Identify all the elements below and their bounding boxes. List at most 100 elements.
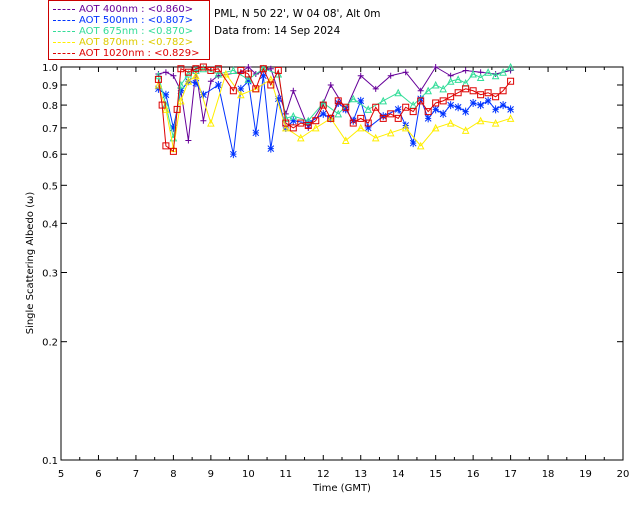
data-point xyxy=(267,144,275,153)
data-point xyxy=(372,103,380,111)
legend-swatch-400 xyxy=(53,8,75,10)
data-point xyxy=(267,65,274,72)
data-point xyxy=(364,119,372,127)
data-point xyxy=(394,88,403,97)
series-line xyxy=(157,72,511,149)
data-point xyxy=(462,107,469,116)
legend-item-400: AOT 400nm : <0.860> xyxy=(53,4,193,16)
data-point xyxy=(199,64,208,73)
data-point xyxy=(229,66,238,74)
data-point xyxy=(192,71,200,80)
y-tick-label: 0.1 xyxy=(42,456,58,467)
data-point xyxy=(304,121,312,129)
data-point xyxy=(394,105,402,114)
x-tick-label: 9 xyxy=(208,469,214,480)
data-point xyxy=(237,66,245,74)
data-point xyxy=(319,101,327,109)
data-point xyxy=(446,118,455,127)
series-line xyxy=(157,66,511,153)
data-point xyxy=(214,69,223,78)
data-point xyxy=(447,93,455,101)
data-point xyxy=(274,94,282,103)
data-point xyxy=(173,105,181,113)
data-point xyxy=(170,123,177,132)
data-point xyxy=(364,123,372,132)
data-point xyxy=(379,114,387,122)
data-point xyxy=(454,103,462,112)
series-aot-870nm xyxy=(154,69,515,153)
data-point xyxy=(409,108,417,116)
legend-item-675: AOT 675nm : <0.870> xyxy=(53,26,193,38)
data-point xyxy=(342,103,350,111)
data-point xyxy=(304,119,312,128)
series-aot-400nm xyxy=(155,64,514,144)
data-point xyxy=(192,65,200,73)
data-point xyxy=(244,77,252,86)
x-tick-label: 6 xyxy=(95,469,101,480)
data-point xyxy=(462,67,469,74)
data-point xyxy=(162,105,170,113)
data-point xyxy=(312,117,320,125)
data-point xyxy=(499,101,507,110)
data-point xyxy=(214,65,222,73)
data-point xyxy=(386,128,395,137)
data-point xyxy=(154,75,162,83)
data-point xyxy=(416,141,425,150)
y-tick-label: 0.8 xyxy=(42,101,58,112)
y-tick-label: 1.0 xyxy=(42,63,58,74)
data-point xyxy=(507,105,514,114)
legend-item-870: AOT 870nm : <0.782> xyxy=(53,37,193,49)
y-tick-label: 0.3 xyxy=(42,268,58,279)
data-point xyxy=(177,86,185,95)
data-point xyxy=(364,105,373,113)
data-point xyxy=(424,86,432,95)
data-point xyxy=(357,114,365,122)
data-point xyxy=(491,71,500,80)
data-point xyxy=(371,133,380,142)
x-axis-label: Time (GMT) xyxy=(312,483,371,494)
data-point xyxy=(297,119,305,127)
data-point xyxy=(290,87,297,94)
data-point xyxy=(356,123,365,132)
data-point xyxy=(349,119,357,127)
data-point xyxy=(327,114,335,122)
data-point xyxy=(154,80,163,89)
data-point xyxy=(461,126,470,134)
data-point xyxy=(462,85,470,93)
data-point xyxy=(245,64,252,70)
data-point xyxy=(154,71,163,80)
data-point xyxy=(342,105,350,114)
y-tick-label: 0.9 xyxy=(42,81,58,92)
x-tick-label: 20 xyxy=(617,469,630,480)
series-layer xyxy=(154,62,515,159)
data-point xyxy=(207,118,215,127)
data-point xyxy=(402,69,409,76)
y-tick-label: 0.7 xyxy=(42,124,58,135)
x-tick-label: 16 xyxy=(467,469,480,480)
data-point xyxy=(244,70,252,78)
data-point xyxy=(341,136,350,145)
data-point xyxy=(349,116,357,125)
data-point xyxy=(387,110,395,118)
data-point xyxy=(417,94,425,103)
data-point xyxy=(379,112,387,121)
x-tick-label: 12 xyxy=(317,469,330,480)
data-point xyxy=(357,72,364,79)
data-point xyxy=(334,97,342,105)
data-point xyxy=(424,114,432,123)
data-point xyxy=(327,81,334,88)
data-point xyxy=(282,119,290,127)
date-info: Data from: 14 Sep 2024 xyxy=(214,25,341,37)
data-point xyxy=(379,96,388,105)
data-point xyxy=(170,72,177,79)
x-tick-label: 14 xyxy=(392,469,405,480)
data-point xyxy=(439,84,447,93)
data-point xyxy=(158,101,166,109)
data-point xyxy=(192,79,200,88)
data-point xyxy=(491,118,500,127)
data-point xyxy=(207,66,215,74)
data-point xyxy=(184,69,193,78)
data-point xyxy=(267,81,275,89)
data-point xyxy=(476,116,485,125)
axes: 5 6 7 8 9 10 11 12 13 14 15 16 17 18 19 20 0.1 0.2 0.3 0.4 0… xyxy=(42,63,629,480)
